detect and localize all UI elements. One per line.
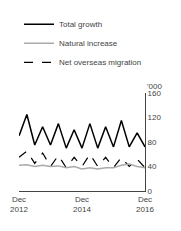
svg-text:160: 160 (148, 89, 162, 98)
svg-text:'000: '000 (147, 82, 162, 91)
svg-text:Net overseas migration: Net overseas migration (59, 58, 141, 67)
svg-text:Dec2012: Dec2012 (10, 195, 28, 214)
svg-text:0: 0 (148, 187, 153, 196)
svg-text:80: 80 (148, 138, 157, 147)
svg-text:Dec2014: Dec2014 (73, 195, 91, 214)
svg-text:Total growth: Total growth (59, 20, 102, 29)
svg-text:40: 40 (148, 162, 157, 171)
svg-text:Dec2016: Dec2016 (136, 195, 154, 214)
svg-text:Natural increase: Natural increase (59, 39, 118, 48)
svg-text:120: 120 (148, 113, 162, 122)
